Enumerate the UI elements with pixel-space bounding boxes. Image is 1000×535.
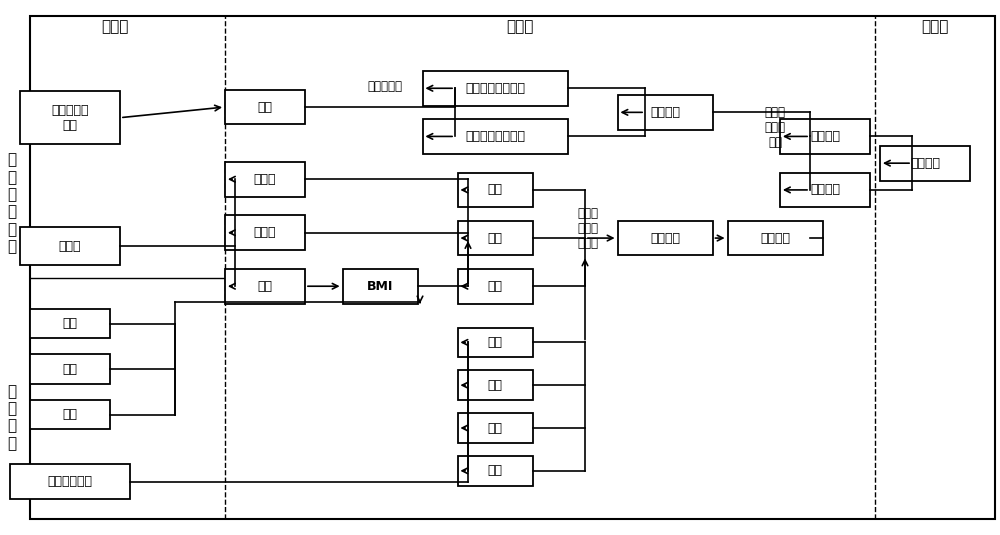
FancyBboxPatch shape (618, 95, 712, 130)
Text: 体脂率: 体脂率 (254, 226, 276, 239)
FancyBboxPatch shape (780, 119, 870, 154)
Text: 饮食方案: 饮食方案 (810, 130, 840, 143)
Text: 输出端: 输出端 (921, 19, 949, 34)
FancyBboxPatch shape (422, 71, 568, 106)
Text: 健
康
监
测
设
备: 健 康 监 测 设 备 (7, 152, 17, 254)
Text: 心率: 心率 (258, 101, 272, 113)
FancyBboxPatch shape (30, 309, 110, 339)
FancyBboxPatch shape (30, 400, 110, 429)
FancyBboxPatch shape (10, 464, 130, 499)
Text: 肌肉率: 肌肉率 (254, 173, 276, 186)
FancyBboxPatch shape (880, 146, 970, 181)
Text: 静息时能量消耗量: 静息时能量消耗量 (465, 130, 525, 143)
Text: 用
户
信
息: 用 户 信 息 (7, 384, 17, 451)
Text: 方案生成: 方案生成 (910, 157, 940, 170)
Text: 输入端: 输入端 (101, 19, 129, 34)
Text: 特定功效目标: 特定功效目标 (48, 475, 92, 488)
Text: 正常: 正常 (488, 184, 503, 196)
FancyBboxPatch shape (458, 413, 532, 443)
FancyBboxPatch shape (458, 371, 532, 400)
Text: 食物营
养分配
算法: 食物营 养分配 算法 (765, 106, 786, 149)
FancyBboxPatch shape (728, 220, 822, 256)
Text: 肥胖: 肥胖 (488, 232, 503, 244)
FancyBboxPatch shape (458, 220, 532, 256)
FancyBboxPatch shape (618, 220, 712, 256)
Text: 身高: 身高 (62, 317, 78, 330)
FancyBboxPatch shape (225, 216, 305, 250)
FancyBboxPatch shape (780, 173, 870, 208)
FancyBboxPatch shape (458, 327, 532, 357)
Text: 处理端: 处理端 (506, 19, 534, 34)
Text: 便携式穿戴
设备: 便携式穿戴 设备 (51, 104, 89, 132)
Text: 运动时能量消耗量: 运动时能量消耗量 (465, 82, 525, 95)
FancyBboxPatch shape (458, 269, 532, 304)
Text: 多参数
能量调
整技术: 多参数 能量调 整技术 (578, 208, 598, 250)
Text: 能量需求: 能量需求 (650, 106, 680, 119)
Text: 减肥: 减肥 (488, 422, 503, 434)
Text: 能量调整: 能量调整 (650, 232, 680, 244)
Text: BMI: BMI (367, 280, 393, 293)
Text: 体重管理: 体重管理 (760, 232, 790, 244)
Text: 备孕: 备孕 (488, 336, 503, 349)
Text: 消瘦: 消瘦 (488, 280, 503, 293)
Text: 体脂称: 体脂称 (59, 240, 81, 253)
FancyBboxPatch shape (422, 119, 568, 154)
FancyBboxPatch shape (458, 456, 532, 486)
Text: 性别: 性别 (62, 363, 78, 376)
FancyBboxPatch shape (342, 269, 418, 304)
FancyBboxPatch shape (225, 269, 305, 304)
FancyBboxPatch shape (225, 90, 305, 125)
FancyBboxPatch shape (458, 173, 532, 208)
FancyBboxPatch shape (20, 227, 120, 265)
FancyBboxPatch shape (225, 162, 305, 197)
Text: 孕期: 孕期 (488, 379, 503, 392)
Text: 增肥: 增肥 (488, 464, 503, 477)
Text: 体重: 体重 (258, 280, 272, 293)
Text: 心率监测法: 心率监测法 (368, 80, 402, 93)
Text: 运动方案: 运动方案 (810, 184, 840, 196)
FancyBboxPatch shape (30, 16, 995, 519)
Text: 年龄: 年龄 (62, 408, 78, 421)
FancyBboxPatch shape (20, 91, 120, 144)
FancyBboxPatch shape (30, 355, 110, 384)
